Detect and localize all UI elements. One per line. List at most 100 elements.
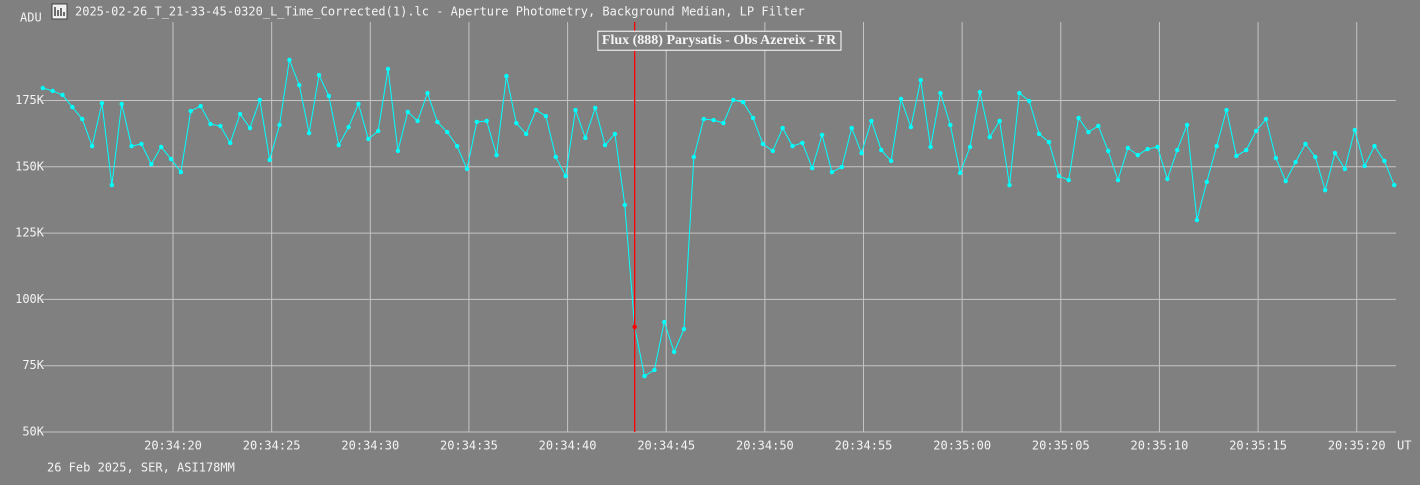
series-line: [42, 58, 1395, 377]
x-tick-label: 20:34:35: [440, 439, 498, 453]
data-point: [543, 113, 549, 119]
data-point: [1096, 123, 1101, 129]
data-point: [178, 169, 184, 175]
data-point: [1293, 159, 1298, 165]
data-point: [1184, 122, 1190, 128]
data-point: [445, 129, 450, 135]
data-point: [1145, 146, 1150, 152]
data-point: [671, 349, 677, 355]
data-point: [583, 135, 588, 141]
data-point: [1382, 158, 1387, 164]
data-point: [1125, 145, 1131, 151]
data-point: [70, 104, 75, 110]
data-point: [1372, 143, 1377, 149]
data-point: [1362, 163, 1367, 169]
data-point: [553, 154, 558, 160]
data-point: [740, 99, 746, 105]
y-tick-label: 75K: [22, 358, 44, 372]
data-point: [316, 72, 322, 78]
data-point: [514, 120, 519, 126]
legend-box: [597, 30, 842, 51]
data-point: [119, 101, 124, 107]
data-point: [987, 134, 992, 140]
x-tick-label: 20:35:05: [1032, 439, 1090, 453]
data-point: [681, 326, 687, 332]
data-point: [642, 373, 647, 379]
data-point: [1007, 182, 1012, 188]
data-point: [385, 66, 391, 72]
data-point: [1352, 127, 1357, 133]
data-point: [849, 125, 854, 131]
data-point: [1027, 98, 1032, 104]
data-point: [1046, 139, 1052, 145]
data-point: [938, 90, 943, 96]
data-point: [277, 122, 282, 128]
data-point: [129, 143, 134, 149]
data-point: [612, 131, 618, 137]
data-point: [957, 170, 963, 176]
y-axis-label: ADU: [20, 11, 42, 25]
data-point: [523, 131, 529, 137]
data-point: [99, 100, 105, 106]
data-point: [829, 169, 835, 175]
data-point: [218, 123, 223, 129]
data-point: [533, 107, 539, 113]
data-point: [425, 90, 430, 96]
data-point: [1194, 217, 1200, 223]
x-tick-label: 20:34:50: [736, 439, 794, 453]
data-point: [839, 164, 845, 170]
data-point: [711, 117, 716, 123]
data-point: [109, 182, 115, 188]
y-tick-label: 50K: [22, 425, 44, 439]
y-tick-label: 125K: [15, 226, 45, 240]
data-point: [168, 156, 174, 162]
data-point: [1066, 177, 1071, 183]
window-icon: [51, 3, 68, 20]
data-point: [602, 142, 608, 148]
data-point: [1332, 150, 1338, 156]
data-point: [1115, 177, 1121, 183]
data-point: [563, 173, 568, 179]
data-point: [1322, 187, 1328, 193]
data-point: [494, 152, 499, 158]
data-point: [1056, 173, 1062, 179]
data-point: [405, 109, 410, 115]
data-point: [1303, 141, 1308, 147]
data-point: [504, 73, 509, 79]
y-tick-label: 175K: [15, 93, 45, 107]
data-point: [454, 143, 460, 149]
data-point: [60, 92, 65, 98]
x-axis-label: UT: [1397, 439, 1411, 453]
data-point: [948, 122, 953, 128]
data-point: [691, 154, 697, 160]
data-point: [40, 85, 45, 91]
data-point: [819, 132, 825, 138]
data-point: [1253, 128, 1259, 134]
data-point: [366, 136, 371, 142]
data-point: [800, 140, 805, 146]
x-tick-label: 20:34:30: [341, 439, 399, 453]
data-point: [80, 116, 85, 122]
data-point: [237, 111, 243, 117]
x-tick-label: 20:34:20: [144, 439, 202, 453]
data-point: [1036, 131, 1042, 137]
data-point: [967, 144, 973, 150]
data-point: [977, 89, 983, 95]
data-point: [918, 77, 923, 83]
data-point: [731, 97, 736, 103]
data-point: [652, 367, 657, 373]
y-tick-label: 100K: [15, 292, 45, 306]
data-point: [780, 125, 785, 131]
data-point: [1076, 115, 1081, 121]
data-point: [879, 147, 884, 153]
data-point: [1086, 129, 1091, 135]
data-point: [662, 319, 667, 325]
x-tick-label: 20:35:20: [1328, 439, 1386, 453]
data-point: [1313, 154, 1318, 160]
data-point: [1224, 107, 1229, 113]
data-point: [810, 165, 815, 171]
data-point: [297, 82, 302, 88]
data-point: [1214, 143, 1219, 149]
data-point: [622, 202, 627, 208]
data-point: [1155, 144, 1160, 150]
